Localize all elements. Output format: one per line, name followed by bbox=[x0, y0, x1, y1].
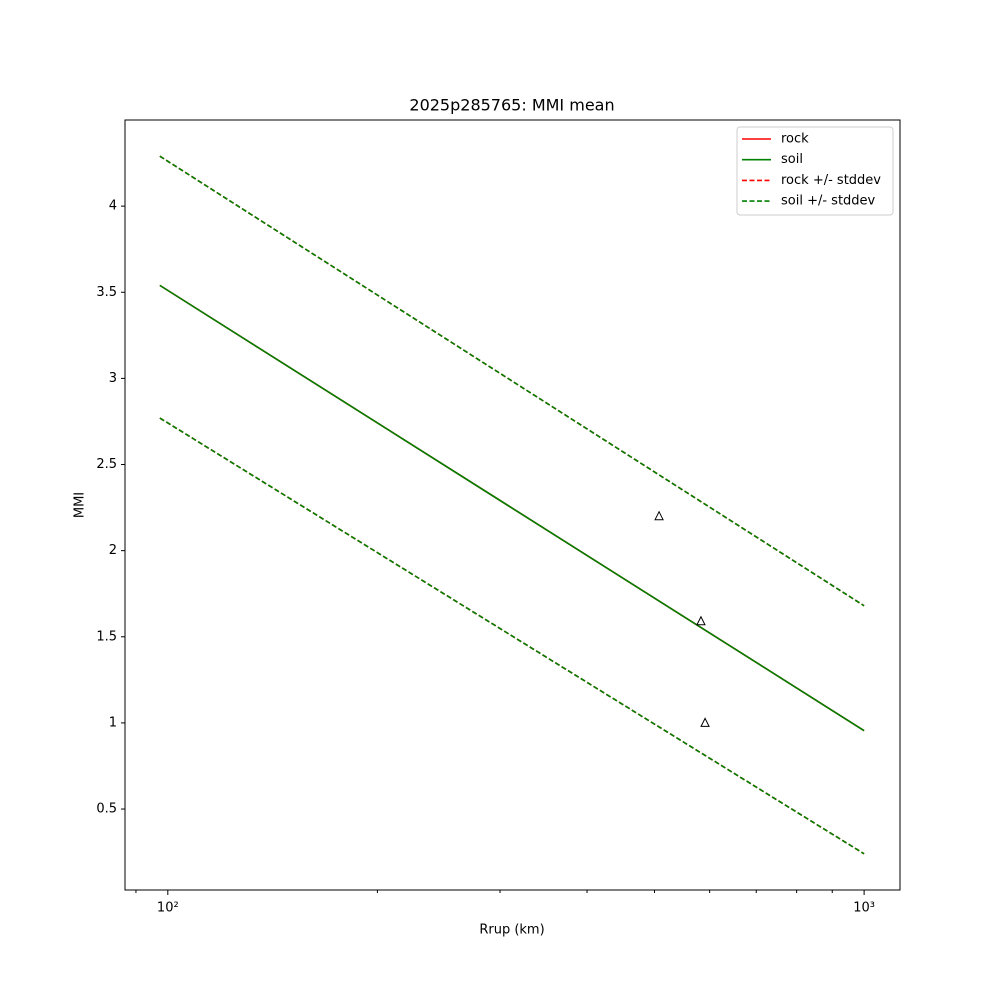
y-tick-label: 2 bbox=[109, 543, 117, 558]
y-axis-label: MMI bbox=[73, 492, 88, 518]
legend-label: soil +/- stddev bbox=[781, 194, 876, 209]
y-tick-label: 1.5 bbox=[96, 629, 117, 644]
y-tick-label: 1 bbox=[109, 715, 117, 730]
observation-marker bbox=[654, 510, 664, 521]
legend-label: rock bbox=[781, 132, 809, 147]
y-tick-label: 3.5 bbox=[96, 285, 117, 300]
y-tick-label: 3 bbox=[109, 371, 117, 386]
y-tick-label: 2.5 bbox=[96, 457, 117, 472]
observation-marker bbox=[700, 717, 710, 727]
legend-box bbox=[736, 126, 894, 216]
series-line bbox=[159, 284, 865, 732]
plot-frame bbox=[124, 119, 901, 891]
x-axis-label: Rrup (km) bbox=[479, 923, 544, 938]
observation-marker bbox=[696, 615, 706, 626]
x-tick-label: 10² bbox=[157, 901, 179, 916]
series-line bbox=[159, 417, 865, 855]
y-tick-label: 0.5 bbox=[96, 802, 117, 817]
legend-label: soil bbox=[781, 152, 803, 167]
legend-label: rock +/- stddev bbox=[781, 173, 881, 188]
chart-title: 2025p285765: MMI mean bbox=[409, 96, 614, 115]
series-line bbox=[159, 155, 865, 607]
x-tick-label: 10³ bbox=[853, 901, 875, 916]
series-line bbox=[159, 155, 865, 607]
y-tick-label: 4 bbox=[109, 199, 117, 214]
